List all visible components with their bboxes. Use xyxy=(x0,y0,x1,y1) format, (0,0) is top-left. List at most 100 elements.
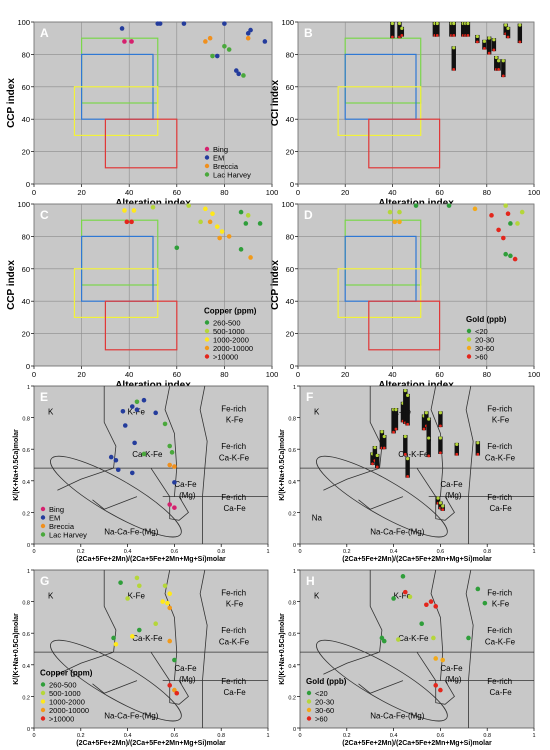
field-label-mg: (Mg) xyxy=(445,491,462,500)
data-bar-top xyxy=(518,23,522,27)
field-label-fe-rich-ca-fe-2: Ca-Fe xyxy=(224,504,247,513)
x-tick-label: 0.4 xyxy=(124,733,132,739)
data-bar xyxy=(465,22,471,37)
data-bar-top xyxy=(438,501,442,505)
x-tick-label: 0 xyxy=(296,188,300,197)
field-boundary xyxy=(164,385,178,497)
field-label-ca-fe: Ca-Fe xyxy=(440,480,463,489)
data-point xyxy=(167,443,173,449)
data-bar-top xyxy=(373,445,377,450)
data-bar-bottom xyxy=(497,68,500,71)
x-tick-label: 40 xyxy=(125,370,133,379)
legend-marker xyxy=(40,682,46,687)
x-tick-label: 100 xyxy=(266,370,279,379)
data-point xyxy=(431,635,436,641)
y-tick-label: 20 xyxy=(286,148,294,157)
data-point xyxy=(132,440,137,446)
data-point xyxy=(172,505,177,510)
data-point xyxy=(214,224,220,229)
data-point xyxy=(433,656,439,661)
data-point xyxy=(505,211,511,217)
y-tick-label: 0.4 xyxy=(22,480,30,486)
plot-area xyxy=(33,569,269,729)
data-bar-top xyxy=(487,36,491,40)
legend-label: >60 xyxy=(475,353,488,362)
data-bar xyxy=(475,441,481,456)
data-point xyxy=(198,219,203,225)
data-bar-top xyxy=(380,430,384,434)
data-bar-top xyxy=(438,411,442,415)
panel-letter: A xyxy=(40,26,49,40)
data-bar-bottom xyxy=(487,51,491,55)
data-bar xyxy=(486,36,492,55)
plot-area xyxy=(33,385,269,545)
data-bar xyxy=(393,408,399,431)
data-bar-top xyxy=(452,46,456,50)
x-tick-label: 60 xyxy=(435,188,443,197)
legend-label: 30-60 xyxy=(475,344,494,353)
panel-d: 0 20 40 60 80 100 0 20 40 60 80 100 Alteration index… xyxy=(270,200,540,391)
field-label-fe-rich-ca-fe: Fe-rich xyxy=(487,493,512,502)
field-box xyxy=(73,268,159,318)
y-tick-label: 1 xyxy=(293,569,296,575)
field-label-fe-rich-ca-k-fe-2: Ca-K-Fe xyxy=(219,637,250,646)
x-tick-label: 80 xyxy=(483,370,491,379)
x-tick-label: 0.6 xyxy=(171,733,179,739)
x-tick-label: 80 xyxy=(220,188,228,197)
y-tick-label: 0.6 xyxy=(22,632,30,638)
data-point xyxy=(226,234,232,239)
x-tick-label: 40 xyxy=(388,188,396,197)
data-bar xyxy=(403,389,408,424)
legend-marker xyxy=(466,354,472,359)
legend-label: Bing xyxy=(49,505,64,514)
data-bar-top xyxy=(435,21,439,26)
data-bar-top xyxy=(497,59,501,63)
data-bar-bottom xyxy=(375,465,379,469)
data-bar-top xyxy=(406,457,410,461)
data-point xyxy=(129,404,135,409)
y-tick-label: 0.4 xyxy=(22,664,30,670)
y-tick-label: 0.2 xyxy=(288,511,296,517)
field-label-k-fe: K-Fe xyxy=(128,591,146,600)
y-tick-label: 0.4 xyxy=(288,664,296,670)
data-point xyxy=(141,451,147,457)
data-point xyxy=(150,204,156,210)
data-point xyxy=(395,637,401,642)
field-box xyxy=(73,86,159,137)
field-boundary xyxy=(57,651,114,675)
data-point xyxy=(438,687,443,693)
data-bar-bottom xyxy=(394,427,398,431)
y-tick-label: 0.6 xyxy=(288,448,296,454)
data-point xyxy=(162,421,168,427)
data-bar xyxy=(517,23,523,44)
y-tick-label: 20 xyxy=(22,330,30,339)
data-point xyxy=(496,227,501,233)
data-point xyxy=(515,221,520,226)
legend-marker xyxy=(466,328,472,334)
data-bar-bottom xyxy=(406,422,410,426)
data-point xyxy=(157,21,163,26)
data-point xyxy=(433,604,439,609)
panel-letter: C xyxy=(40,208,49,222)
x-tick-label: 1 xyxy=(266,549,269,555)
y-tick-label: 20 xyxy=(22,148,30,157)
field-label-fe-rich-ca-k-fe-2: Ca-K-Fe xyxy=(485,453,516,462)
data-point xyxy=(475,586,481,592)
data-bar-bottom xyxy=(506,35,510,39)
data-bar-top xyxy=(382,434,386,439)
data-bar xyxy=(435,22,440,37)
x-tick-label: 0.8 xyxy=(483,549,491,555)
field-label-fe-rich-ca-k-fe-2: Ca-K-Fe xyxy=(485,637,516,646)
data-point xyxy=(167,591,173,596)
data-point xyxy=(129,219,134,225)
legend-title: Copper (ppm) xyxy=(40,669,93,678)
data-bar-bottom xyxy=(452,68,456,71)
data-bar-bottom xyxy=(501,74,505,78)
field-boundary xyxy=(369,570,383,653)
field-label-k: K xyxy=(48,591,54,600)
legend-marker xyxy=(40,716,46,721)
data-bar xyxy=(503,23,508,35)
